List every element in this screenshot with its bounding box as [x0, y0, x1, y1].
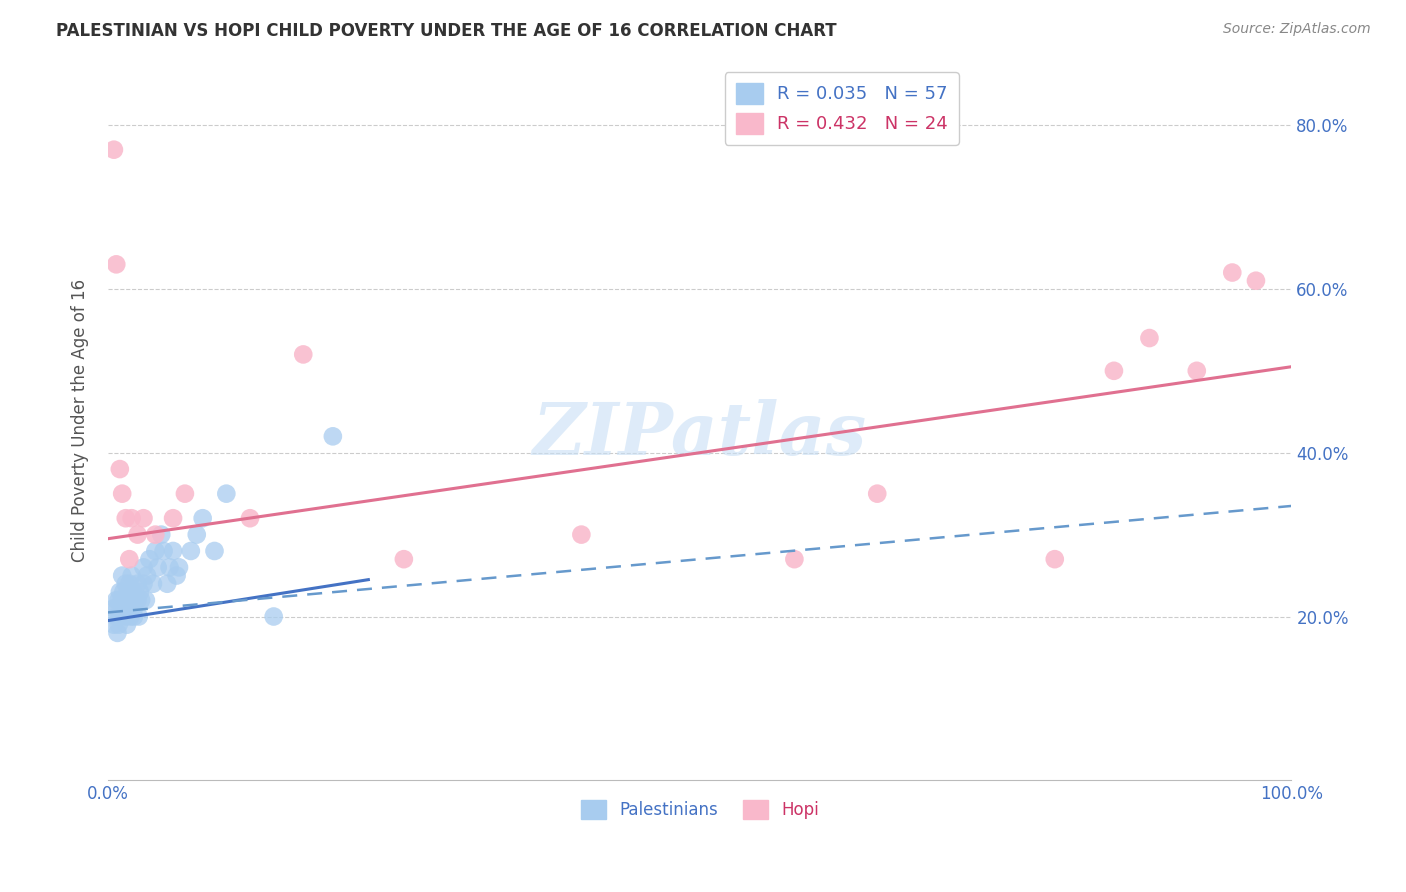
Point [115, 617, 138, 632]
Point [152, 544, 174, 558]
Point [111, 486, 134, 500]
Point [120, 609, 142, 624]
Point [103, 617, 125, 632]
Point [136, 568, 159, 582]
Point [127, 576, 149, 591]
Point [162, 511, 184, 525]
Point [103, 601, 125, 615]
Point [127, 527, 149, 541]
Point [132, 511, 155, 525]
Point [142, 576, 165, 591]
Point [117, 585, 139, 599]
Point [127, 593, 149, 607]
Point [112, 601, 135, 615]
Point [186, 527, 208, 541]
Point [124, 593, 146, 607]
Point [118, 593, 141, 607]
Point [128, 609, 150, 624]
Point [263, 609, 285, 624]
Legend: Palestinians, Hopi: Palestinians, Hopi [574, 794, 825, 826]
Point [114, 609, 136, 624]
Text: Source: ZipAtlas.com: Source: ZipAtlas.com [1223, 22, 1371, 37]
Point [114, 593, 136, 607]
Point [111, 593, 134, 607]
Point [122, 601, 145, 615]
Point [105, 593, 128, 607]
Point [143, 544, 166, 558]
Point [167, 560, 190, 574]
Point [107, 601, 129, 615]
Point [569, 527, 592, 541]
Point [1185, 364, 1208, 378]
Text: PALESTINIAN VS HOPI CHILD POVERTY UNDER THE AGE OF 16 CORRELATION CHART: PALESTINIAN VS HOPI CHILD POVERTY UNDER … [56, 22, 837, 40]
Point [132, 576, 155, 591]
Point [159, 560, 181, 574]
Point [156, 576, 179, 591]
Point [120, 601, 142, 615]
Point [135, 593, 157, 607]
Point [138, 552, 160, 566]
Point [103, 143, 125, 157]
Point [107, 617, 129, 632]
Point [150, 527, 173, 541]
Point [129, 585, 152, 599]
Point [143, 527, 166, 541]
Point [1220, 266, 1243, 280]
Point [114, 511, 136, 525]
Point [180, 544, 202, 558]
Point [114, 576, 136, 591]
Point [392, 552, 415, 566]
Point [1043, 552, 1066, 566]
Point [112, 585, 135, 599]
Point [107, 626, 129, 640]
Y-axis label: Child Poverty Under the Age of 16: Child Poverty Under the Age of 16 [72, 278, 89, 561]
Point [166, 568, 188, 582]
Point [108, 462, 131, 476]
Point [322, 429, 344, 443]
Text: ZIPatlas: ZIPatlas [533, 399, 866, 470]
Point [108, 585, 131, 599]
Point [1244, 274, 1267, 288]
Point [108, 609, 131, 624]
Point [1139, 331, 1161, 345]
Point [107, 593, 129, 607]
Point [191, 511, 214, 525]
Point [239, 511, 262, 525]
Point [121, 568, 143, 582]
Point [866, 486, 889, 500]
Point [118, 552, 141, 566]
Point [162, 544, 184, 558]
Point [204, 544, 226, 558]
Point [105, 609, 128, 624]
Point [132, 560, 155, 574]
Point [115, 601, 138, 615]
Point [146, 560, 169, 574]
Point [121, 585, 143, 599]
Point [122, 609, 145, 624]
Point [105, 257, 128, 271]
Point [118, 576, 141, 591]
Point [174, 486, 197, 500]
Point [215, 486, 238, 500]
Point [129, 593, 152, 607]
Point [1102, 364, 1125, 378]
Point [292, 347, 315, 361]
Point [121, 511, 143, 525]
Point [121, 593, 143, 607]
Point [783, 552, 806, 566]
Point [111, 568, 134, 582]
